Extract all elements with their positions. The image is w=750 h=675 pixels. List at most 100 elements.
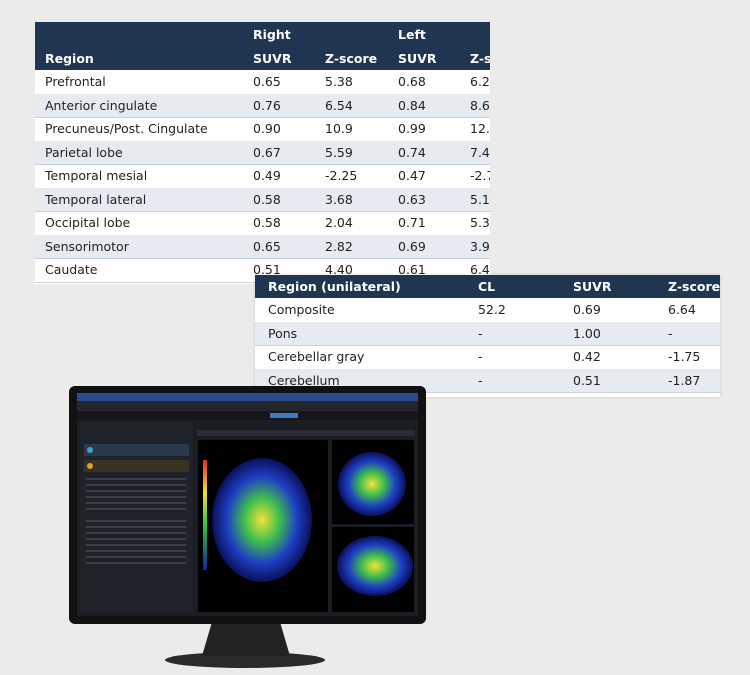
region-name: Cerebellar gray	[268, 349, 365, 365]
cell-value: 5.59	[325, 144, 353, 160]
table-row: Temporal lateral 0.58 3.68 0.63 5.12	[35, 187, 490, 212]
region-name: Precuneus/Post. Cingulate	[45, 121, 208, 137]
coronal-brain	[338, 452, 406, 516]
group-header-row: Right Left	[35, 22, 490, 46]
cell-value: -	[478, 372, 483, 388]
column-header: SUVR	[573, 279, 612, 294]
notice-icon	[87, 447, 93, 453]
column-header: Z-score	[668, 279, 720, 294]
region-name: Occipital lobe	[45, 215, 131, 231]
region-name: Sensorimotor	[45, 238, 129, 254]
cell-value: 5.36	[470, 215, 490, 231]
cell-value: 5.38	[325, 74, 353, 90]
column-header: Z-score	[470, 50, 490, 66]
cell-value: 0.49	[253, 168, 281, 184]
region-name: Pons	[268, 325, 298, 341]
cell-value: -	[478, 325, 483, 341]
cell-value: 0.65	[253, 74, 281, 90]
notice	[84, 444, 189, 456]
cell-value: 0.68	[398, 74, 426, 90]
region-name: Temporal mesial	[45, 168, 148, 184]
colorbar	[203, 460, 207, 570]
column-header: SUVR	[253, 50, 292, 66]
cell-value: 12.7	[470, 121, 490, 137]
cell-value: 52.2	[478, 302, 506, 318]
table-row: Prefrontal 0.65 5.38 0.68 6.28	[35, 70, 490, 95]
cell-value: 5.12	[470, 191, 490, 207]
region-name: Temporal lateral	[45, 191, 147, 207]
cell-value: 0.42	[573, 349, 601, 365]
region-name: Caudate	[45, 262, 98, 278]
cell-value: 3.92	[470, 238, 490, 254]
cell-value: 8.61	[470, 97, 490, 113]
monitor-stand	[202, 622, 290, 656]
cell-value: 2.82	[325, 238, 353, 254]
cell-value: -1.87	[668, 372, 701, 388]
column-header: SUVR	[398, 50, 437, 66]
cell-value: 2.04	[325, 215, 353, 231]
table-row: Anterior cingulate 0.76 6.54 0.84 8.61	[35, 93, 490, 118]
cell-value: 0.74	[398, 144, 426, 160]
cell-value: 0.58	[253, 215, 281, 231]
column-header: Z-score	[325, 50, 378, 66]
cell-value: 7.42	[470, 144, 490, 160]
column-header: Region (unilateral)	[268, 279, 401, 294]
table-row: Parietal lobe 0.67 5.59 0.74 7.42	[35, 140, 490, 165]
sagittal-brain	[337, 536, 413, 596]
mini-tables	[86, 478, 186, 564]
header-row: Region (unilateral) CL SUVR Z-score	[255, 275, 720, 298]
button	[270, 413, 298, 418]
cell-value: 0.69	[398, 238, 426, 254]
cell-value: 3.68	[325, 191, 353, 207]
cell-value: 0.51	[573, 372, 601, 388]
cell-value: 6.64	[668, 302, 696, 318]
warning	[84, 460, 189, 472]
cell-value: 6.54	[325, 97, 353, 113]
group-header: Right	[253, 26, 291, 42]
cell-value: 0.61	[398, 262, 426, 278]
study-bar	[77, 411, 418, 420]
table-row: Sensorimotor 0.65 2.82 0.69 3.92	[35, 234, 490, 259]
toolbar	[197, 430, 415, 436]
cell-value: -2.25	[325, 168, 358, 184]
cell-value: 1.00	[573, 325, 601, 341]
app-titlebar	[77, 393, 418, 401]
cell-value: 4.40	[325, 262, 353, 278]
cell-value: 0.58	[253, 191, 281, 207]
table-row: Composite 52.2 0.69 6.64	[255, 298, 720, 323]
cell-value: 0.67	[253, 144, 281, 160]
patient-bar	[77, 401, 418, 411]
region-name: Anterior cingulate	[45, 97, 158, 113]
table-row: Pons - 1.00 -	[255, 321, 720, 346]
table-row: Cerebellum - 0.51 -1.87	[255, 368, 720, 393]
header-row: Region SUVR Z-score SUVR Z-score	[35, 46, 490, 70]
region-name: Prefrontal	[45, 74, 106, 90]
cell-value: 0.76	[253, 97, 281, 113]
cell-value: 0.84	[398, 97, 426, 113]
cell-value: 0.63	[398, 191, 426, 207]
cell-value: 0.71	[398, 215, 426, 231]
warning-icon	[87, 463, 93, 469]
cell-value: -1.75	[668, 349, 701, 365]
cell-value: 6.28	[470, 74, 490, 90]
cell-value: 0.90	[253, 121, 281, 137]
cell-value: 0.69	[573, 302, 601, 318]
cell-value: 0.65	[253, 238, 281, 254]
column-header: CL	[478, 279, 496, 294]
cell-value: 6.40	[470, 262, 490, 278]
cell-value: 10.9	[325, 121, 353, 137]
cell-value: -	[478, 349, 483, 365]
column-header: Region	[45, 50, 94, 66]
group-header: Left	[398, 26, 426, 42]
bilateral-table: Right Left Region SUVR Z-score SUVR Z-score Pre…	[35, 22, 490, 284]
region-name: Composite	[268, 302, 335, 318]
cell-value: 0.51	[253, 262, 281, 278]
axial-brain	[212, 458, 312, 582]
cell-value: 0.99	[398, 121, 426, 137]
cell-value: 0.47	[398, 168, 426, 184]
region-name: Parietal lobe	[45, 144, 123, 160]
cell-value: -	[668, 325, 673, 341]
cell-value: -2.7	[470, 168, 490, 184]
